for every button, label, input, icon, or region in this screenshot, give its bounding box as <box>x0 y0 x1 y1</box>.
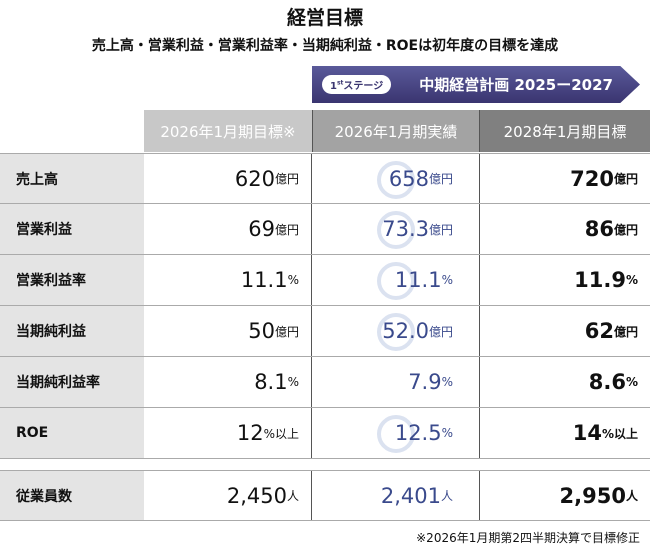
row-label: 当期純利益 <box>0 306 144 356</box>
achieved-circle-icon <box>377 415 415 453</box>
target-2028-cell: 14 %以上 <box>572 421 638 445</box>
header-2028-target: 2028年1月期目標 <box>480 110 650 152</box>
header-2026-actual: 2026年1月期実績 <box>312 110 480 152</box>
target-2026-cell: 12 %以上 <box>144 408 312 458</box>
table-row: 売上高 620 億円 658 億円 720 億円 <box>0 153 650 204</box>
target-2026-cell: 620 億円 <box>144 154 312 203</box>
footnote: ※2026年1月期第2四半期決算で目標修正 <box>416 531 640 545</box>
actual-2026-cell: 11.1% <box>312 255 480 305</box>
row-label: 従業員数 <box>0 471 144 520</box>
actual-2026-cell: 2,401 人 <box>312 471 480 520</box>
achieved-circle-icon <box>377 211 415 249</box>
target-2028-cell: 86 億円 <box>584 217 638 241</box>
row-label: 営業利益率 <box>0 255 144 305</box>
achieved-circle-icon <box>377 262 415 300</box>
table-row: 当期純利益 50 億円 52.0 億円 62 億円 <box>0 306 650 357</box>
stage-badge: 1stステージ <box>322 75 392 94</box>
target-2026-cell: 69 億円 <box>144 204 312 254</box>
plan-banner: 1stステージ 中期経営計画 2025ー2027 <box>312 66 640 103</box>
target-2026-cell: 11.1% <box>144 255 312 305</box>
target-2028-cell: 8.6% <box>588 370 638 394</box>
actual-2026-cell: 658 億円 <box>312 154 480 203</box>
page-title: 経営目標 <box>286 7 363 29</box>
achieved-circle-icon <box>377 161 415 199</box>
target-2026-cell: 8.1% <box>144 357 312 407</box>
target-2028-cell: 2,950 人 <box>559 483 638 508</box>
row-label: 当期純利益率 <box>0 357 144 407</box>
actual-2026-cell: 7.9% <box>312 357 480 407</box>
table-row: 当期純利益率 8.1% 7.9% 8.6% <box>0 357 650 408</box>
table-row: 営業利益率 11.1% 11.1% 11.9% <box>0 255 650 306</box>
header-2026-target: 2026年1月期目標※ <box>144 110 312 152</box>
achieved-circle-icon <box>377 313 415 351</box>
row-label: 売上高 <box>0 154 144 203</box>
table-row: 営業利益 69 億円 73.3 億円 86 億円 <box>0 204 650 255</box>
target-2026-cell: 50 億円 <box>144 306 312 356</box>
page-subtitle: 売上高・営業利益・営業利益率・当期純利益・ROEは初年度の目標を達成 <box>91 38 559 54</box>
target-2026-cell: 2,450 人 <box>144 471 312 520</box>
row-label: ROE <box>0 408 144 458</box>
actual-2026-cell: 12.5% <box>312 408 480 458</box>
table-row: 従業員数 2,450 人 2,401 人 2,950 人 <box>0 470 650 521</box>
target-2028-cell: 62 億円 <box>584 319 638 343</box>
actual-2026-cell: 52.0 億円 <box>312 306 480 356</box>
row-label: 営業利益 <box>0 204 144 254</box>
target-2028-cell: 720 億円 <box>570 166 638 191</box>
plan-label: 中期経営計画 2025ー2027 <box>419 76 613 94</box>
target-2028-cell: 11.9% <box>574 268 638 292</box>
actual-2026-cell: 73.3 億円 <box>312 204 480 254</box>
table-row: ROE 12 %以上 12.5% 14 %以上 <box>0 408 650 459</box>
